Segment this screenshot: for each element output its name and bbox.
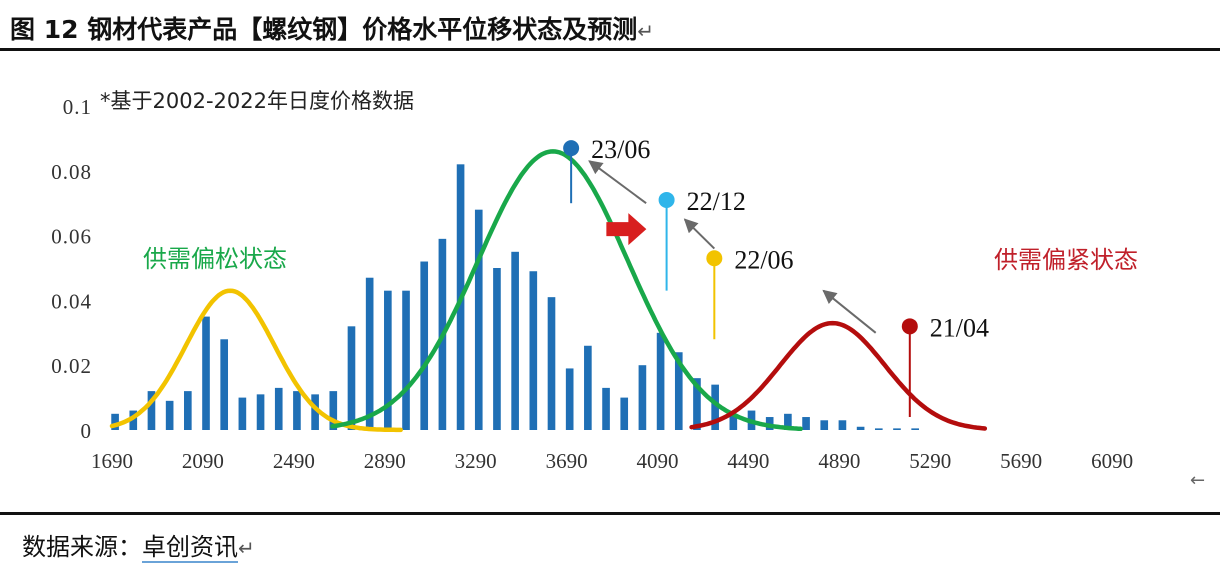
x-tick-label: 3290 [455, 449, 497, 473]
histogram-bar [329, 391, 338, 430]
histogram-bar [602, 387, 610, 430]
bottom-rule [0, 512, 1220, 515]
x-tick-label: 4090 [637, 449, 679, 473]
top-rule [0, 48, 1220, 51]
y-tick-label: 0.1 [63, 95, 92, 119]
marker-dot [563, 140, 580, 157]
histogram-bar [293, 391, 301, 430]
marker-label: 22/06 [734, 245, 793, 274]
y-tick-label: 0.04 [51, 289, 92, 313]
histogram-bar [620, 397, 629, 430]
x-tick-label: 3690 [546, 449, 588, 473]
histogram-bar [474, 209, 483, 430]
histogram-bar [802, 417, 810, 430]
histogram-bar [311, 394, 319, 430]
right-return-mark: ← [1190, 470, 1206, 491]
histogram-chart: *基于2002-2022年日度价格数据 0 0.02 0.04 0.06 0.08 0.1 1… [51, 89, 1138, 473]
histogram-bar [184, 391, 192, 430]
figure-title: 图 12 钢材代表产品【螺纹钢】价格水平位移状态及预测↵ [10, 10, 654, 46]
histogram-bar [384, 290, 392, 430]
x-tick-label: 2890 [364, 449, 406, 473]
title-return-mark: ↵ [637, 19, 654, 43]
histogram-bar [238, 397, 247, 430]
marker-dot [706, 250, 723, 267]
histogram-bar [584, 345, 592, 430]
x-tick-label: 1690 [91, 449, 133, 473]
histogram-bar [365, 277, 374, 430]
histogram-bar [674, 352, 683, 430]
y-tick-label: 0.08 [51, 160, 92, 184]
histogram-bar [256, 394, 265, 430]
loose-state-label: 供需偏松状态 [143, 245, 287, 273]
loose-distribution-curve [109, 288, 403, 433]
histogram-bar [402, 290, 410, 430]
figure-title-text: 图 12 钢材代表产品【螺纹钢】价格水平位移状态及预测 [10, 15, 638, 44]
histogram-bar [856, 426, 865, 430]
histogram-bar [911, 428, 919, 430]
trend-arrow [822, 289, 877, 334]
histogram-bar [529, 271, 538, 430]
histogram-bar [547, 297, 556, 430]
histogram-bar [274, 387, 283, 430]
x-tick-label: 5690 [1000, 449, 1042, 473]
histogram-bar [565, 368, 574, 430]
trend-arrow [588, 160, 647, 205]
histogram-bar [784, 413, 792, 430]
chart-subtitle: *基于2002-2022年日度价格数据 [100, 89, 414, 113]
x-tick-label: 5290 [909, 449, 951, 473]
marker-dot [658, 191, 675, 208]
histogram-bar [129, 410, 138, 430]
histogram-bar [874, 428, 883, 430]
histogram-bar [511, 251, 519, 430]
y-tick-label: 0.06 [51, 225, 92, 249]
histogram-bar [656, 332, 665, 430]
marker-dot [901, 318, 918, 335]
histogram-bar [111, 413, 119, 430]
histogram-bar [220, 339, 229, 430]
x-tick-label: 4490 [727, 449, 769, 473]
y-tick-label: 0.02 [51, 354, 92, 378]
trend-arrow [683, 218, 716, 250]
marker-label: 23/06 [591, 135, 650, 164]
marker-label: 22/12 [687, 187, 746, 216]
source-bar: 数据来源：卓创资讯↵ [0, 515, 1220, 576]
histogram-bar [420, 261, 429, 430]
histogram-bar [165, 400, 174, 430]
x-tick-label: 4890 [818, 449, 860, 473]
histogram-bar [711, 384, 719, 430]
source-prefix: 数据来源： [22, 533, 142, 561]
x-tick-label: 6090 [1091, 449, 1133, 473]
tight-state-label: 供需偏紧状态 [994, 246, 1138, 274]
histogram-bar [893, 428, 901, 430]
x-tick-label: 2490 [273, 449, 315, 473]
histogram-bar [347, 326, 356, 430]
histogram-bar [693, 378, 701, 430]
histogram-bar [638, 365, 647, 430]
figure-title-bar: 图 12 钢材代表产品【螺纹钢】价格水平位移状态及预测↵ [0, 0, 1220, 48]
tight-distribution-curve [689, 320, 988, 431]
source-name: 卓创资讯 [142, 533, 238, 563]
source-return-mark: ↵ [238, 536, 255, 560]
x-tick-label: 2090 [182, 449, 224, 473]
histogram-bar [729, 413, 738, 430]
histogram-bar [147, 391, 156, 430]
mid-distribution-curve [330, 149, 803, 432]
y-tick-label: 0 [81, 419, 93, 443]
histogram-bar [493, 268, 501, 430]
shift-arrow-icon [606, 213, 647, 246]
marker-label: 21/04 [930, 313, 989, 342]
histogram-bar [838, 420, 847, 430]
histogram-bar [820, 420, 829, 430]
histogram-bar [202, 316, 210, 430]
source-line: 数据来源：卓创资讯↵ [22, 527, 255, 563]
